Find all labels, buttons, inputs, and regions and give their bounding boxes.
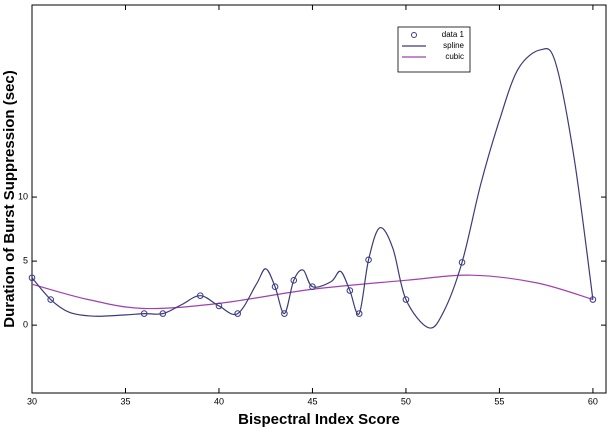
x-tick-label: 30 bbox=[27, 396, 37, 406]
data-point bbox=[346, 287, 354, 294]
data-point bbox=[355, 310, 363, 317]
legend-label: cubic bbox=[445, 52, 464, 61]
x-tick-label: 55 bbox=[494, 396, 504, 406]
data-point bbox=[365, 256, 372, 264]
x-tick-label: 35 bbox=[120, 396, 130, 406]
data-point bbox=[458, 259, 466, 266]
x-axis-label: Bispectral Index Score bbox=[238, 411, 400, 428]
data-point bbox=[281, 310, 288, 317]
y-axis-label: Duration of Burst Suppression (sec) bbox=[1, 70, 18, 328]
y-tick-label: 10 bbox=[18, 191, 28, 201]
data-point bbox=[47, 296, 54, 303]
data-point bbox=[589, 296, 597, 303]
data-point bbox=[159, 310, 167, 317]
y-tick-label: 5 bbox=[23, 255, 28, 265]
data-point bbox=[234, 310, 241, 317]
x-tick-label: 40 bbox=[214, 396, 224, 406]
data-point bbox=[309, 283, 316, 291]
data-point bbox=[271, 283, 279, 291]
data-point bbox=[402, 296, 410, 303]
x-tick-label: 60 bbox=[588, 396, 598, 406]
y-tick-label: 0 bbox=[23, 320, 28, 330]
series-line bbox=[31, 48, 594, 329]
data-point bbox=[290, 277, 298, 284]
data-point bbox=[28, 274, 36, 282]
x-tick-label: 50 bbox=[401, 396, 411, 406]
x-tick-label: 45 bbox=[307, 396, 317, 406]
data-point bbox=[215, 302, 223, 310]
data-point bbox=[140, 310, 148, 317]
data-point bbox=[196, 292, 204, 299]
legend-label: data 1 bbox=[442, 30, 465, 39]
plot-area bbox=[31, 4, 607, 394]
legend-marker bbox=[411, 32, 417, 38]
legend-box bbox=[397, 26, 471, 73]
legend-label: spline bbox=[443, 41, 464, 50]
